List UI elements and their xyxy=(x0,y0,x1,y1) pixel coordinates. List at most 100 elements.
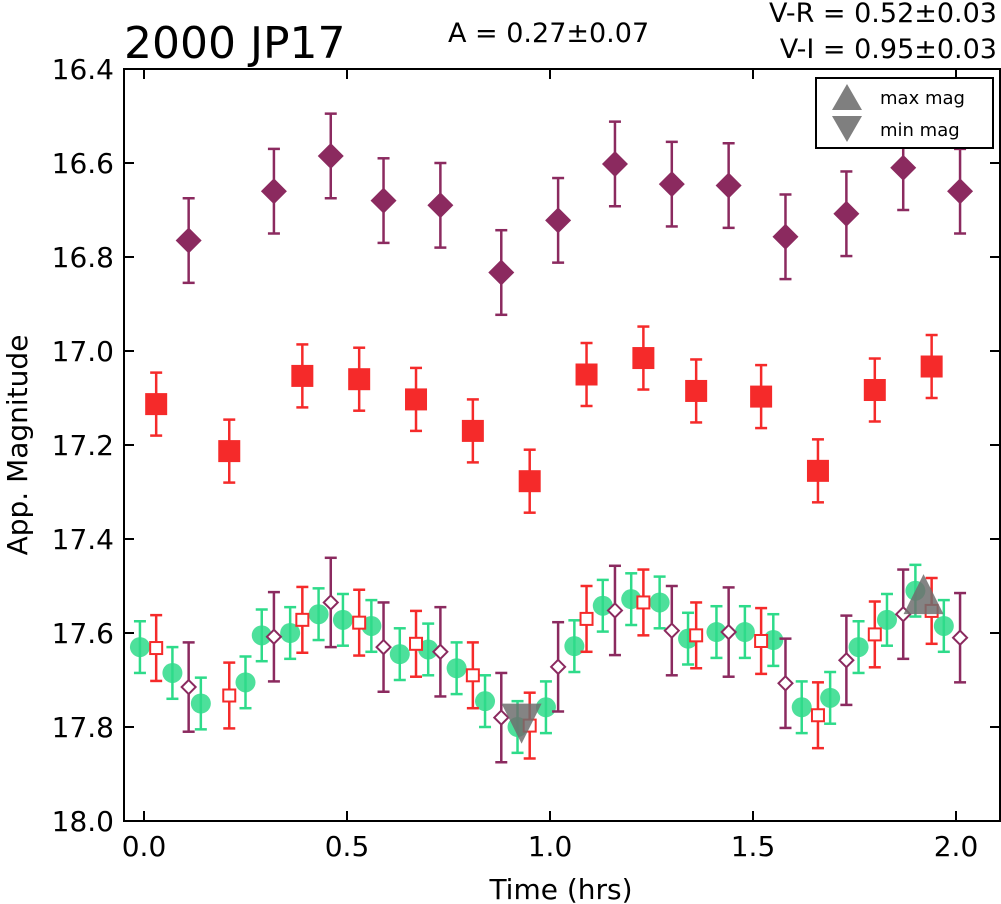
data-point xyxy=(636,595,651,610)
data-point xyxy=(549,658,567,676)
amplitude-annotation: A = 0.27±0.07 xyxy=(448,18,649,49)
data-point xyxy=(235,672,256,693)
x-tick-label: 1.0 xyxy=(528,830,573,863)
data-point xyxy=(405,388,428,411)
data-point xyxy=(689,628,704,643)
data-point xyxy=(754,633,769,648)
y-tick-label: 16.6 xyxy=(52,147,114,180)
data-point xyxy=(162,662,183,683)
y-tick-label: 18.0 xyxy=(52,805,114,838)
y-tick-label: 17.8 xyxy=(52,711,114,744)
data-point xyxy=(461,419,484,442)
vr-color-annotation: V-R = 0.52±0.03 xyxy=(769,0,997,29)
x-tick-label: 0.5 xyxy=(325,830,370,863)
data-point xyxy=(535,697,556,718)
data-point xyxy=(251,625,272,646)
data-point xyxy=(632,347,655,370)
data-point xyxy=(791,697,812,718)
data-point xyxy=(175,227,202,254)
data-point xyxy=(431,643,449,661)
data-point xyxy=(475,691,496,712)
x-axis-label: Time (hrs) xyxy=(488,873,632,904)
series-0-diamond-filled xyxy=(175,112,974,317)
legend-label-min: min mag xyxy=(880,120,960,141)
data-point xyxy=(876,609,897,630)
y-tick-label: 16.8 xyxy=(52,241,114,274)
data-point xyxy=(322,594,340,611)
data-point xyxy=(575,363,598,386)
data-point xyxy=(218,440,241,463)
data-point xyxy=(706,622,727,643)
data-point xyxy=(606,602,624,619)
data-point xyxy=(145,393,168,416)
data-point xyxy=(734,622,755,643)
y-tick-label: 17.2 xyxy=(52,429,114,462)
y-tick-label: 17.4 xyxy=(52,523,114,556)
x-tick-label: 2.0 xyxy=(934,830,979,863)
data-point xyxy=(446,658,467,679)
data-point xyxy=(409,636,424,651)
data-point xyxy=(806,459,829,482)
data-point xyxy=(280,623,301,643)
data-point xyxy=(685,379,708,402)
plot-marks xyxy=(129,112,974,764)
data-point xyxy=(820,687,841,708)
data-point xyxy=(810,708,825,723)
data-point xyxy=(951,629,969,647)
data-point xyxy=(658,171,685,198)
data-point xyxy=(763,630,784,651)
legend: max mag min mag xyxy=(815,77,994,149)
data-point xyxy=(663,622,681,640)
y-tick-label: 16.4 xyxy=(52,53,114,86)
data-point xyxy=(720,623,738,641)
chart-title: 2000 JP17 xyxy=(124,18,345,69)
data-point xyxy=(418,639,439,660)
legend-label-max: max mag xyxy=(880,88,965,109)
data-point xyxy=(370,187,397,214)
data-point xyxy=(308,604,329,625)
data-point xyxy=(129,637,150,658)
data-point xyxy=(621,589,642,610)
x-tick-label: 1.5 xyxy=(731,830,776,863)
data-point xyxy=(833,200,860,227)
data-point xyxy=(348,368,371,391)
x-tick-label: 0.0 xyxy=(122,830,167,863)
axis-ticks: 0.0 0.5 1.0 1.5 2.0 16.4 16.6 16.8 17.0 17.2 17.4 1… xyxy=(52,53,1000,863)
data-point xyxy=(920,355,943,378)
series-1-square-filled xyxy=(145,325,943,514)
data-point xyxy=(291,364,314,387)
data-point xyxy=(545,207,572,234)
data-point xyxy=(190,693,211,714)
data-point xyxy=(867,627,882,642)
data-point xyxy=(601,150,628,177)
data-point xyxy=(332,609,353,630)
data-point xyxy=(265,628,283,646)
data-point xyxy=(352,615,367,630)
data-point xyxy=(579,611,594,626)
min-mag-legend-icon xyxy=(832,116,862,142)
data-point xyxy=(890,154,917,181)
vi-color-annotation: V-I = 0.95±0.03 xyxy=(780,34,997,65)
max-mag-legend-icon xyxy=(832,84,862,110)
data-point xyxy=(777,674,794,692)
series-4-diamond-open xyxy=(180,556,969,764)
data-point xyxy=(260,178,287,205)
data-point xyxy=(947,178,974,205)
data-point xyxy=(848,637,869,658)
max-mag-marker xyxy=(903,574,944,615)
y-tick-label: 17.0 xyxy=(52,335,114,368)
data-point xyxy=(492,709,510,727)
data-point xyxy=(427,192,454,219)
data-point xyxy=(649,592,670,613)
y-tick-label: 17.6 xyxy=(52,617,114,650)
data-point xyxy=(295,612,310,627)
data-point xyxy=(772,223,799,250)
min-mag-marker xyxy=(501,703,542,744)
y-axis-label: App. Magnitude xyxy=(1,335,34,556)
data-point xyxy=(375,638,392,656)
data-point xyxy=(222,688,237,703)
data-point xyxy=(715,172,742,199)
data-point xyxy=(750,385,773,408)
data-point xyxy=(518,470,541,493)
